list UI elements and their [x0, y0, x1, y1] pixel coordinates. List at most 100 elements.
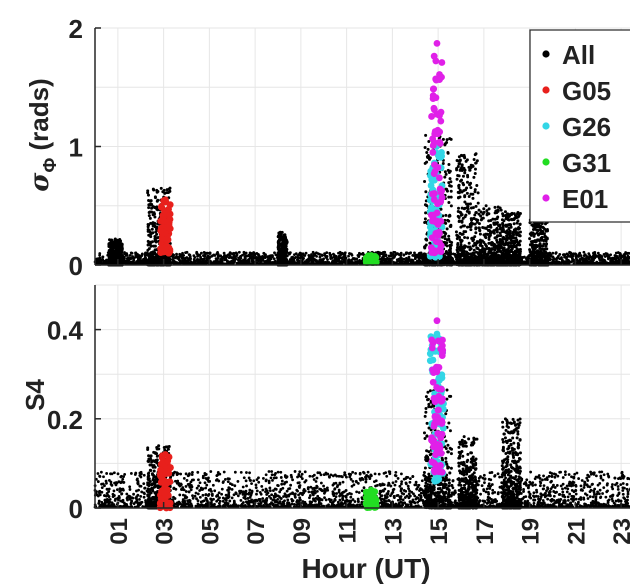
data-point-all [209, 262, 213, 265]
data-point-all [425, 204, 429, 208]
data-point-all [476, 191, 480, 195]
data-point-all [448, 184, 452, 188]
data-point-all [404, 251, 408, 255]
data-point-all [215, 260, 219, 264]
data-point-all [474, 211, 478, 215]
data-point-all [413, 257, 417, 261]
data-point-all [146, 243, 150, 247]
data-point-all [473, 172, 477, 176]
data-point-all [512, 252, 516, 256]
data-point-all [223, 258, 226, 262]
data-point-all [466, 236, 470, 240]
data-point-all [157, 259, 161, 263]
data-point-all [458, 257, 462, 261]
data-point-all [505, 238, 509, 242]
data-point-all [475, 184, 479, 188]
data-point-all [162, 188, 166, 192]
data-point-all [108, 238, 112, 242]
data-point-all [473, 188, 477, 192]
data-point-all [584, 260, 588, 263]
data-point-all [226, 261, 230, 264]
data-point-all [140, 254, 144, 258]
top-scatter-points [93, 40, 630, 267]
data-point-all [467, 241, 471, 245]
data-point-all [523, 255, 526, 259]
data-point-all [124, 259, 128, 263]
data-point-all [623, 254, 627, 258]
data-point-all [464, 257, 468, 261]
data-point-all [456, 243, 460, 247]
data-point-all [304, 251, 308, 255]
data-point-all [96, 257, 99, 261]
data-point-all [576, 254, 580, 258]
data-point-all [493, 246, 497, 250]
data-point-all [509, 241, 513, 245]
data-point-all [593, 250, 597, 254]
data-point-all [423, 245, 427, 249]
data-point-all [299, 252, 303, 256]
data-point-all [146, 227, 150, 231]
data-point-all [462, 245, 466, 249]
data-point-all [492, 231, 496, 235]
data-point-all [203, 254, 207, 258]
data-point-all [172, 253, 176, 257]
data-point-all [291, 255, 295, 259]
data-point-all [416, 261, 420, 265]
data-point-all [416, 255, 419, 259]
data-point-all [313, 253, 317, 257]
data-point-all [129, 251, 133, 255]
data-point-all [200, 262, 204, 265]
data-point-all [483, 226, 487, 230]
data-point-all [147, 233, 151, 237]
data-point-all [139, 256, 142, 260]
data-point-all [584, 257, 588, 260]
data-point-all [202, 259, 206, 263]
data-point-all [469, 165, 473, 169]
data-point-all [318, 258, 322, 262]
data-point-all [493, 211, 497, 215]
data-point-all [165, 188, 169, 192]
data-point-all [179, 261, 183, 265]
data-point-all [425, 155, 429, 159]
data-point-all [261, 259, 265, 262]
data-point-all [452, 261, 456, 265]
data-point-all [506, 252, 510, 256]
data-point-all [195, 252, 199, 255]
data-point-all [490, 247, 494, 251]
data-point-all [288, 251, 292, 255]
data-point-all [624, 259, 628, 263]
data-point-all [150, 210, 154, 214]
data-point-all [330, 262, 334, 265]
data-point-all [228, 251, 232, 255]
data-point-all [505, 213, 509, 217]
data-point-all [411, 259, 415, 262]
data-point-all [168, 260, 172, 264]
data-point-all [518, 250, 522, 254]
data-point-all [505, 260, 509, 264]
data-point-all [101, 255, 105, 259]
data-point-all [448, 213, 452, 217]
data-point-all [248, 251, 252, 255]
data-point-all [495, 228, 499, 232]
data-point-all [600, 255, 604, 259]
data-point-all [342, 258, 346, 262]
data-point-all [465, 209, 469, 213]
data-point-all [155, 199, 159, 203]
data-point-all [217, 254, 221, 258]
data-point-all [469, 181, 473, 185]
data-point-all [485, 232, 489, 236]
data-point-all [565, 255, 569, 259]
data-point-all [125, 257, 129, 260]
data-point-all [558, 261, 561, 265]
data-point-all [502, 259, 506, 263]
data-point-all [486, 228, 490, 232]
data-point-all [424, 190, 428, 194]
data-point-all [181, 259, 185, 263]
data-point-all [269, 261, 273, 265]
data-point-all [471, 196, 475, 200]
data-point-all [456, 173, 460, 177]
data-point-all [480, 244, 484, 248]
data-point-all [424, 211, 428, 215]
data-point-all [462, 166, 466, 170]
